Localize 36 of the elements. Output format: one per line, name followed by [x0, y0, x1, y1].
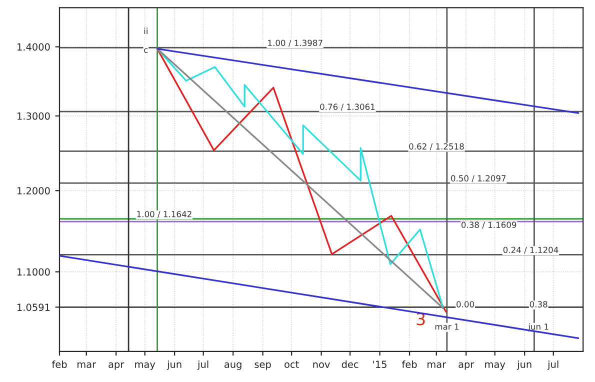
- ref-line-label: 0.38 / 1.1609: [461, 222, 516, 229]
- x-tick-label: nov: [313, 362, 330, 368]
- annotation: c: [144, 48, 148, 54]
- ref-line-label: 0.62 / 1.2518: [409, 143, 464, 150]
- x-tick-label: dec: [342, 360, 358, 368]
- x-tick-label: apr: [458, 362, 474, 370]
- x-tick-label: mar: [428, 362, 446, 368]
- y-tick-label: 1.0591: [18, 304, 50, 311]
- x-tick-label: oct: [284, 361, 299, 368]
- x-tick-label: aug: [224, 362, 242, 370]
- y-tick-label: 1.4000: [18, 43, 50, 51]
- x-tick-label: jul: [197, 360, 208, 370]
- y-tick-label: 1.2000: [18, 187, 50, 194]
- y-tick-label: 1.1000: [18, 268, 50, 276]
- x-tick-label: jun: [516, 360, 532, 370]
- ref-line-label: 0.24 / 1.1204: [503, 246, 558, 254]
- x-tick-label: jun: [166, 360, 182, 370]
- x-tick-label: mar: [78, 362, 96, 368]
- annotation: jun 1: [528, 323, 548, 332]
- annotation: 0.00: [456, 301, 474, 308]
- x-tick-label: may: [485, 362, 506, 370]
- annotation: mar 1: [435, 324, 458, 330]
- y-tick-label: 1.3000: [18, 112, 50, 120]
- annotation: ii: [144, 28, 148, 34]
- ref-line-label: 0.76 / 1.3061: [320, 104, 375, 111]
- ref-line-label: 0.50 / 1.2097: [451, 175, 506, 182]
- x-tick-label: '15: [373, 360, 386, 368]
- x-tick-label: jul: [547, 360, 558, 370]
- ref-line-label: 1.00 / 1.1642: [137, 210, 192, 218]
- ref-line-label: 1.00 / 1.3987: [268, 40, 322, 47]
- x-tick-label: sep: [254, 362, 271, 370]
- x-tick-label: may: [135, 362, 156, 370]
- x-tick-label: feb: [402, 360, 417, 368]
- x-tick-label: apr: [108, 362, 124, 370]
- x-tick-label: feb: [52, 360, 67, 368]
- annotation: 0.38: [530, 301, 548, 308]
